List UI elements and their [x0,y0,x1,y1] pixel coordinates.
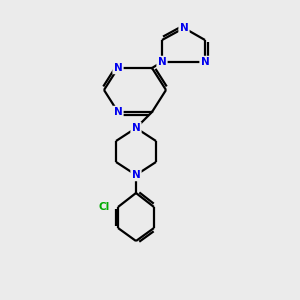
Text: N: N [132,170,140,180]
Text: Cl: Cl [98,202,110,212]
Text: N: N [180,23,188,33]
Text: N: N [132,123,140,133]
Text: N: N [201,57,209,67]
Text: N: N [114,63,122,73]
Text: N: N [158,57,166,67]
Text: N: N [114,107,122,117]
